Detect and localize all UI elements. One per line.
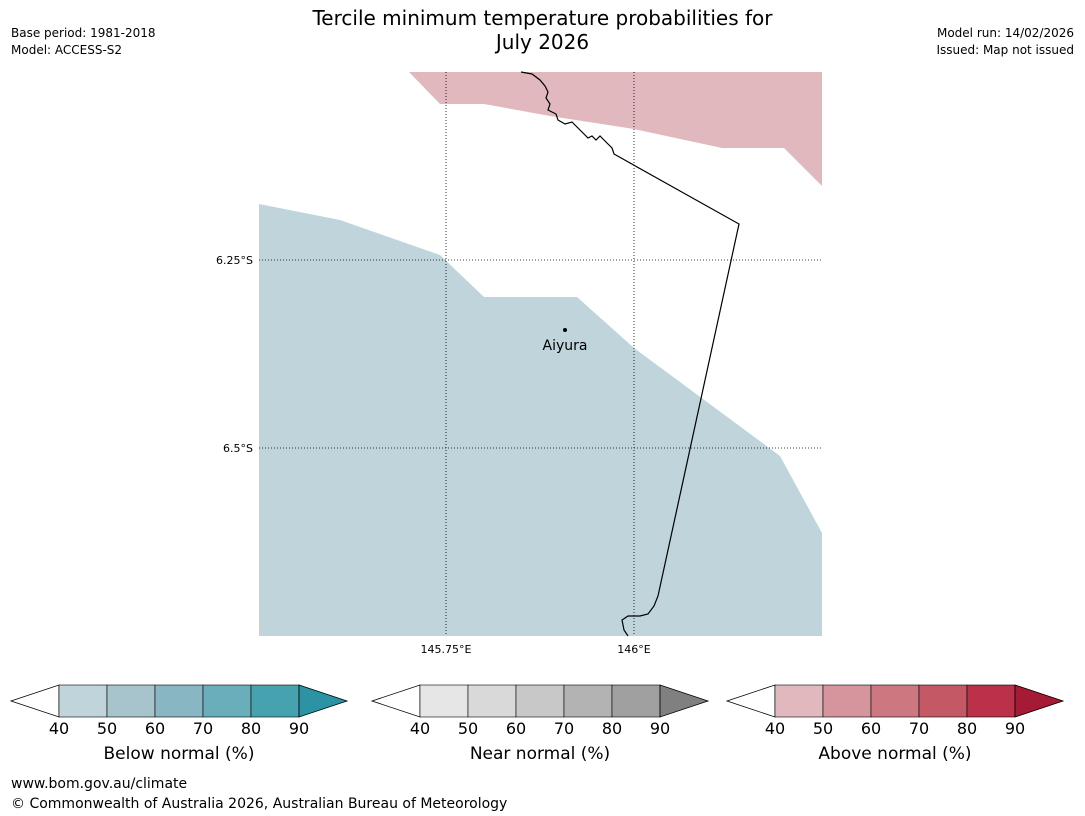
colorbar-tick-label: 70: [908, 719, 930, 738]
colorbar-segment: [822, 684, 872, 718]
map-title-line-1: Tercile minimum temperature probabilitie…: [312, 6, 773, 30]
colorbar-segment: [918, 684, 968, 718]
footer: www.bom.gov.au/climate © Commonwealth of…: [11, 774, 507, 814]
colorbar-tick-label: 70: [553, 719, 575, 738]
colorbar-near: [370, 684, 710, 718]
colorbar-low-arrow: [725, 684, 776, 718]
colorbar-high-arrow: [1014, 684, 1065, 718]
lat-label-6-25: 6.25°S: [216, 254, 253, 267]
below-normal-region: [259, 204, 822, 636]
model-run-text: Model run: 14/02/2026: [936, 26, 1074, 40]
footer-copyright: © Commonwealth of Australia 2026, Austra…: [11, 796, 508, 812]
lon-label-146: 146°E: [617, 643, 650, 656]
colorbar-near-label: Near normal (%): [469, 744, 611, 764]
meta-left: Base period: 1981-2018 Model: ACCESS-S2: [11, 25, 156, 59]
footer-url: www.bom.gov.au/climate: [11, 776, 188, 792]
colorbar-tick-label: 90: [288, 719, 310, 738]
colorbar-segment: [515, 684, 565, 718]
colorbar-segment: [419, 684, 469, 718]
colorbar-tick-label: 60: [505, 719, 527, 738]
colorbar-tick-label: 40: [48, 719, 70, 738]
colorbar-tick-label: 70: [192, 719, 214, 738]
lat-label-6-5: 6.5°S: [223, 442, 253, 455]
colorbar-tick-label: 50: [812, 719, 834, 738]
colorbar-tick-label: 90: [1004, 719, 1026, 738]
model-text: Model: ACCESS-S2: [11, 43, 123, 57]
map-title: Tercile minimum temperature probabilitie…: [0, 6, 1085, 54]
colorbar-below-label: Below normal (%): [103, 744, 255, 764]
colorbar-tick-label: 90: [649, 719, 671, 738]
colorbar-segment: [154, 684, 204, 718]
colorbar-above-label: Above normal (%): [818, 744, 972, 764]
colorbar-tick-label: 40: [409, 719, 431, 738]
meta-right: Model run: 14/02/2026 Issued: Map not is…: [936, 25, 1074, 59]
colorbar-tick-label: 80: [956, 719, 978, 738]
colorbar-tick-label: 40: [764, 719, 786, 738]
colorbar-segment: [563, 684, 613, 718]
colorbar-below: [9, 684, 349, 718]
colorbar-tick-label: 60: [144, 719, 166, 738]
colorbar-tick-label: 60: [860, 719, 882, 738]
aiyura-marker: [563, 328, 567, 332]
base-period-text: Base period: 1981-2018: [11, 26, 156, 40]
colorbar-segment: [611, 684, 661, 718]
colorbar-segment: [202, 684, 252, 718]
above-normal-region: [409, 72, 822, 186]
colorbar-low-arrow: [370, 684, 421, 718]
colorbar-tick-label: 50: [96, 719, 118, 738]
border-line: [520, 71, 740, 637]
issued-text: Issued: Map not issued: [936, 43, 1074, 57]
colorbar-low-arrow: [9, 684, 60, 718]
colorbar-high-arrow: [659, 684, 710, 718]
colorbar-segment: [870, 684, 920, 718]
map-title-line-2: July 2026: [495, 30, 590, 54]
colorbar-segment: [106, 684, 156, 718]
colorbar-tick-label: 80: [601, 719, 623, 738]
lon-label-145-75: 145.75°E: [421, 643, 472, 656]
colorbar-segment: [250, 684, 300, 718]
colorbar-tick-label: 80: [240, 719, 262, 738]
colorbar-segment: [58, 684, 108, 718]
colorbar-tick-label: 50: [457, 719, 479, 738]
colorbar-segment: [966, 684, 1016, 718]
colorbar-high-arrow: [298, 684, 349, 718]
colorbar-segment: [467, 684, 517, 718]
colorbar-above: [725, 684, 1065, 718]
colorbar-segment: [774, 684, 824, 718]
aiyura-label: Aiyura: [543, 338, 588, 354]
